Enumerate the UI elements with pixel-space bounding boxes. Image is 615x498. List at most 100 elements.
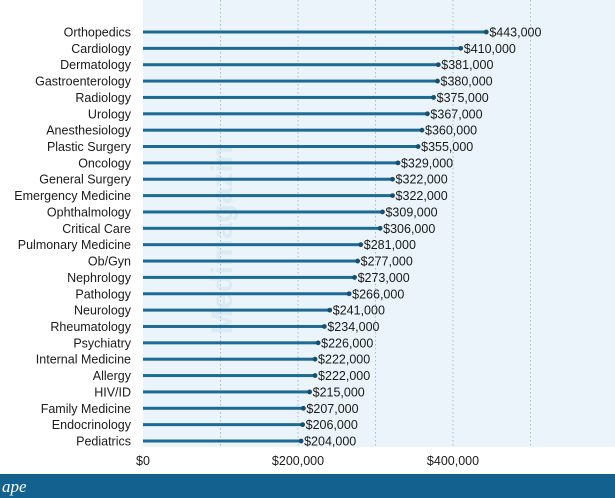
bar [143,112,428,116]
category-label: Family Medicine [41,402,131,416]
bar [143,324,325,328]
bar [143,357,316,361]
bar-end-marker [307,389,313,395]
bars [143,30,487,443]
value-label: $322,000 [396,173,448,187]
bar-end-marker [395,160,401,166]
bar [143,63,439,67]
bar [143,406,304,410]
value-label: $329,000 [401,156,453,170]
bar-end-marker [327,307,333,313]
value-label: $306,000 [383,222,435,236]
bar-end-marker [355,258,361,264]
category-label: Rheumatology [50,320,131,334]
footer-band [0,474,615,498]
value-label: $375,000 [437,91,489,105]
bar-end-marker [425,111,430,117]
bar [143,226,381,230]
bar-end-markers [298,29,489,444]
value-label: $222,000 [318,369,370,383]
value-label: $266,000 [352,287,404,301]
bar-end-marker [358,242,364,248]
bar [143,145,419,149]
value-label: $380,000 [441,75,493,89]
bar [143,243,361,247]
category-label: Oncology [78,156,132,170]
bar [143,292,350,296]
value-label: $281,000 [364,238,416,252]
bar-end-marker [321,324,327,329]
bar-end-marker [352,275,357,280]
category-label: Radiology [75,91,131,105]
category-label: HIV/ID [94,385,131,399]
bar [143,308,330,312]
category-label: Orthopedics [64,26,131,40]
value-label: $360,000 [425,124,477,138]
bar [143,177,393,181]
category-label: Dermatology [60,58,132,72]
bar-end-marker [312,373,318,378]
value-label: $273,000 [358,271,410,285]
x-tick-label: $200,000 [272,454,324,468]
bar [143,128,422,132]
bar-end-marker [315,340,321,346]
bar [143,46,461,50]
brand-text: ape [2,477,27,496]
value-label: $222,000 [318,353,370,367]
bar-end-marker [346,291,352,297]
x-tick-label: $400,000 [427,454,479,468]
value-label: $215,000 [313,385,365,399]
bar-end-marker [377,225,383,231]
bar [143,79,438,83]
value-label: $241,000 [333,304,385,318]
value-labels: $443,000 $410,000 $381,000 $380,000 $375,000… [304,26,541,449]
category-label: Internal Medicine [36,353,131,367]
bar-end-marker [298,438,304,444]
category-labels: Orthopedics Cardiology Dermatology Gastroen… [14,26,131,449]
bar-end-marker [312,356,318,362]
bar [143,95,434,99]
category-label: Allergy [93,369,132,383]
bar-end-marker [419,127,425,133]
category-label: General Surgery [39,173,131,187]
x-axis-ticks: $0 $200,000 $400,000 [136,454,479,468]
value-label: $207,000 [306,402,358,416]
bar-end-marker [483,29,489,35]
bar-end-marker [390,193,395,199]
value-label: $367,000 [430,107,482,121]
bar [143,210,383,214]
bar-end-marker [435,78,440,84]
category-label: Ob/Gyn [88,255,131,269]
bar [143,161,398,165]
bar [143,374,316,378]
category-label: Urology [88,107,132,121]
bar-end-marker [431,95,437,100]
bar [143,390,310,394]
category-label: Ophthalmology [47,205,132,219]
category-label: Plastic Surgery [47,140,132,154]
plot-background [143,0,615,447]
bar-end-marker [300,422,306,428]
category-label: Gastroenterology [35,75,132,89]
bar [143,341,319,345]
category-label: Pulmonary Medicine [18,238,131,252]
bar-end-marker [415,144,421,149]
value-label: $277,000 [361,255,413,269]
value-label: $355,000 [421,140,473,154]
category-label: Anesthesiology [46,124,132,138]
bar [143,194,393,198]
category-label: Cardiology [71,42,132,56]
value-label: $410,000 [464,42,516,56]
bar-end-marker [435,62,441,68]
value-label: $206,000 [306,418,358,432]
bar [143,423,303,427]
category-label: Emergency Medicine [14,189,131,203]
bar [143,259,358,263]
value-label: $381,000 [441,58,493,72]
bar [143,439,302,443]
watermark-text: Medimagazin [206,146,239,334]
value-label: $226,000 [321,336,373,350]
category-label: Critical Care [62,222,131,236]
category-label: Pediatrics [76,435,131,449]
